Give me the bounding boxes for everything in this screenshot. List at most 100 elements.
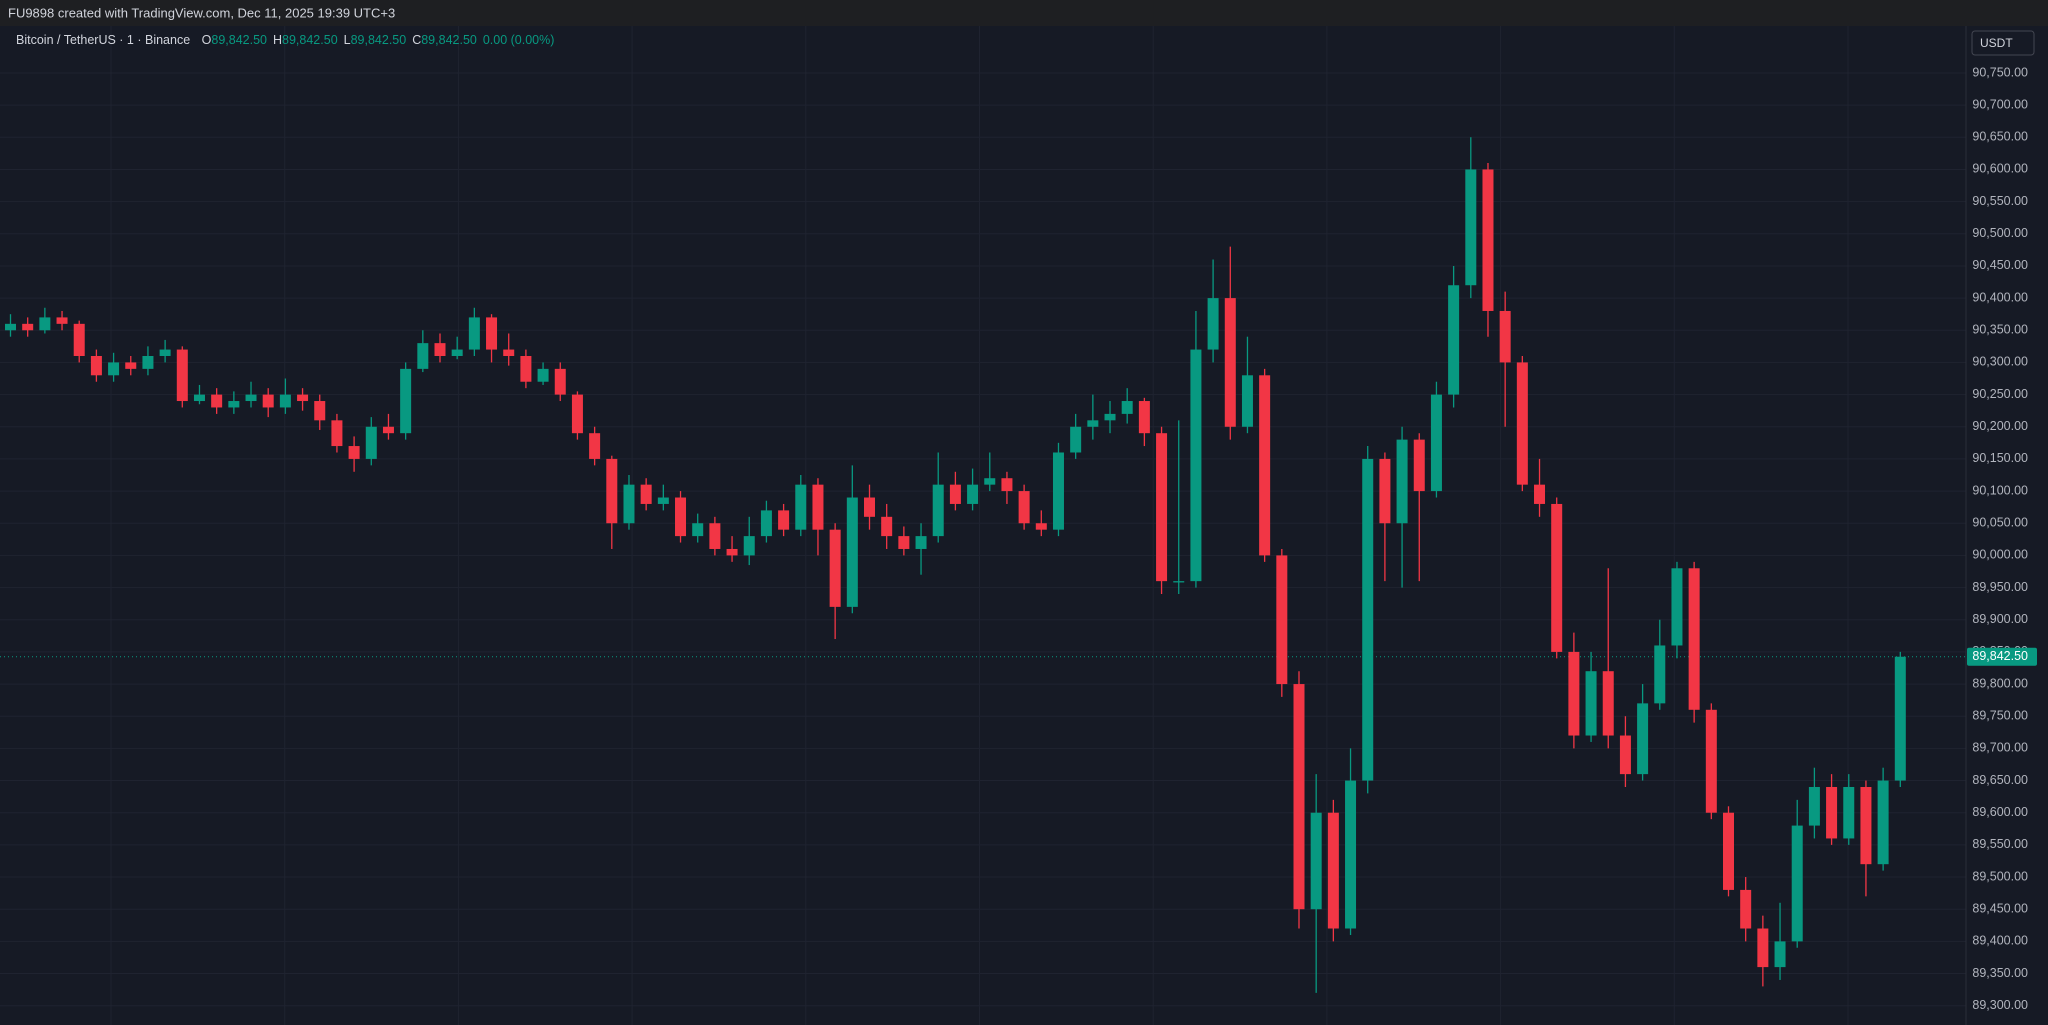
- candle-body: [812, 484, 824, 530]
- candle-body: [1396, 439, 1408, 524]
- candle-body: [468, 317, 480, 350]
- candle-body: [486, 317, 498, 350]
- candle-body: [795, 484, 807, 530]
- candle-body: [1241, 375, 1253, 427]
- price-axis: [1966, 26, 2048, 1025]
- candle-body: [56, 317, 68, 324]
- candle-body: [743, 536, 755, 556]
- candle-body: [554, 368, 566, 395]
- candle-body: [846, 497, 858, 607]
- candle-body: [262, 394, 274, 408]
- axis-labels: 89,300.00 89,350.00 89,400.00 89,450.00 89,5…: [1967, 65, 2037, 1012]
- candle-body: [1173, 581, 1185, 583]
- candle-body: [898, 536, 910, 549]
- y-tick-label: 89,650.00: [1972, 773, 2028, 787]
- candle-body: [176, 349, 188, 402]
- y-tick-label: 89,550.00: [1972, 837, 2028, 851]
- candle-body: [778, 510, 790, 530]
- y-tick-label: 90,650.00: [1972, 130, 2028, 144]
- candle-body: [1551, 503, 1563, 652]
- legend-field-value: 89,842.50: [282, 33, 338, 47]
- candle-body: [520, 355, 532, 382]
- y-tick-label: 90,550.00: [1972, 194, 2028, 208]
- candle-body: [1276, 555, 1288, 685]
- candle-body: [1207, 298, 1219, 350]
- candle-body: [1740, 889, 1752, 929]
- candle-body: [1482, 169, 1494, 311]
- y-tick-label: 89,450.00: [1972, 902, 2028, 916]
- candle-body: [1568, 651, 1580, 736]
- candle-body: [400, 368, 412, 434]
- candle-body: [967, 484, 979, 504]
- last-price-box: [1967, 647, 2037, 666]
- candle-body: [1379, 458, 1391, 524]
- candle-body: [90, 355, 102, 376]
- y-tick-label: 90,400.00: [1972, 290, 2028, 304]
- currency-box[interactable]: [1971, 30, 2035, 56]
- candle-body: [365, 426, 377, 459]
- y-tick-label: 90,450.00: [1972, 258, 2028, 272]
- y-tick-label: 90,700.00: [1972, 97, 2028, 111]
- candle-body: [984, 478, 996, 485]
- candle-body: [1293, 684, 1305, 910]
- y-tick-label: 90,050.00: [1972, 516, 2028, 530]
- y-tick-label: 90,150.00: [1972, 451, 2028, 465]
- candle-body: [571, 394, 583, 434]
- y-tick-label: 89,950.00: [1972, 580, 2028, 594]
- candle-body: [1345, 780, 1357, 929]
- y-tick-label: 89,300.00: [1972, 998, 2028, 1012]
- grid: [0, 26, 1966, 1025]
- candle-body: [1534, 484, 1546, 504]
- y-tick-label: 89,600.00: [1972, 805, 2028, 819]
- candle-body: [417, 343, 429, 369]
- y-tick-label: 89,350.00: [1972, 966, 2028, 980]
- y-tick-label: 89,750.00: [1972, 709, 2028, 723]
- legend-field-label: L: [344, 33, 351, 47]
- candle-body: [589, 433, 601, 459]
- candle-body: [73, 323, 85, 356]
- candle-body: [1723, 812, 1734, 890]
- candle-body: [1087, 420, 1099, 427]
- candle-body: [22, 323, 34, 331]
- y-tick-label: 90,500.00: [1972, 226, 2028, 240]
- candle-body: [142, 355, 154, 369]
- y-tick-label: 90,350.00: [1972, 323, 2028, 337]
- candle-body: [881, 516, 893, 537]
- candle-body: [1774, 941, 1786, 968]
- legend-field-value: 89,842.50: [211, 33, 267, 47]
- y-tick-label: 89,500.00: [1972, 869, 2028, 883]
- candle-body: [1448, 285, 1460, 395]
- candle-body: [434, 343, 446, 356]
- candle-body: [1705, 709, 1717, 813]
- candle-body: [1791, 825, 1803, 942]
- candle-body: [159, 349, 171, 356]
- legend-field-value: 89,842.50: [351, 33, 407, 47]
- candle-body: [932, 484, 944, 537]
- candle-body: [5, 323, 16, 331]
- candle-body: [1001, 478, 1013, 492]
- candle-body: [1259, 375, 1271, 556]
- y-tick-label: 90,300.00: [1972, 355, 2028, 369]
- header-text: FU9898 created with TradingView.com, Dec…: [8, 5, 395, 20]
- candle-body: [692, 523, 704, 537]
- candle-body: [726, 548, 738, 556]
- candle-body: [193, 394, 205, 402]
- candle-body: [1499, 310, 1511, 363]
- candle-body: [1808, 786, 1820, 826]
- candle-body: [1156, 433, 1168, 582]
- candle-body: [1224, 298, 1236, 427]
- legend-field-label: C: [412, 33, 421, 47]
- candle-body: [1035, 523, 1047, 530]
- candle-body: [623, 484, 635, 524]
- candle-body: [949, 484, 961, 504]
- candle-body: [1430, 394, 1442, 492]
- top-bar: [0, 0, 2048, 26]
- candle-body: [1602, 671, 1614, 736]
- symbol: Bitcoin / TetherUS · 1 · Binance: [16, 33, 190, 47]
- y-tick-label: 90,200.00: [1972, 419, 2028, 433]
- candle-body: [1310, 812, 1322, 910]
- legend-field-label: O: [202, 33, 212, 47]
- y-tick-label: 90,100.00: [1972, 483, 2028, 497]
- candle-body: [829, 529, 841, 607]
